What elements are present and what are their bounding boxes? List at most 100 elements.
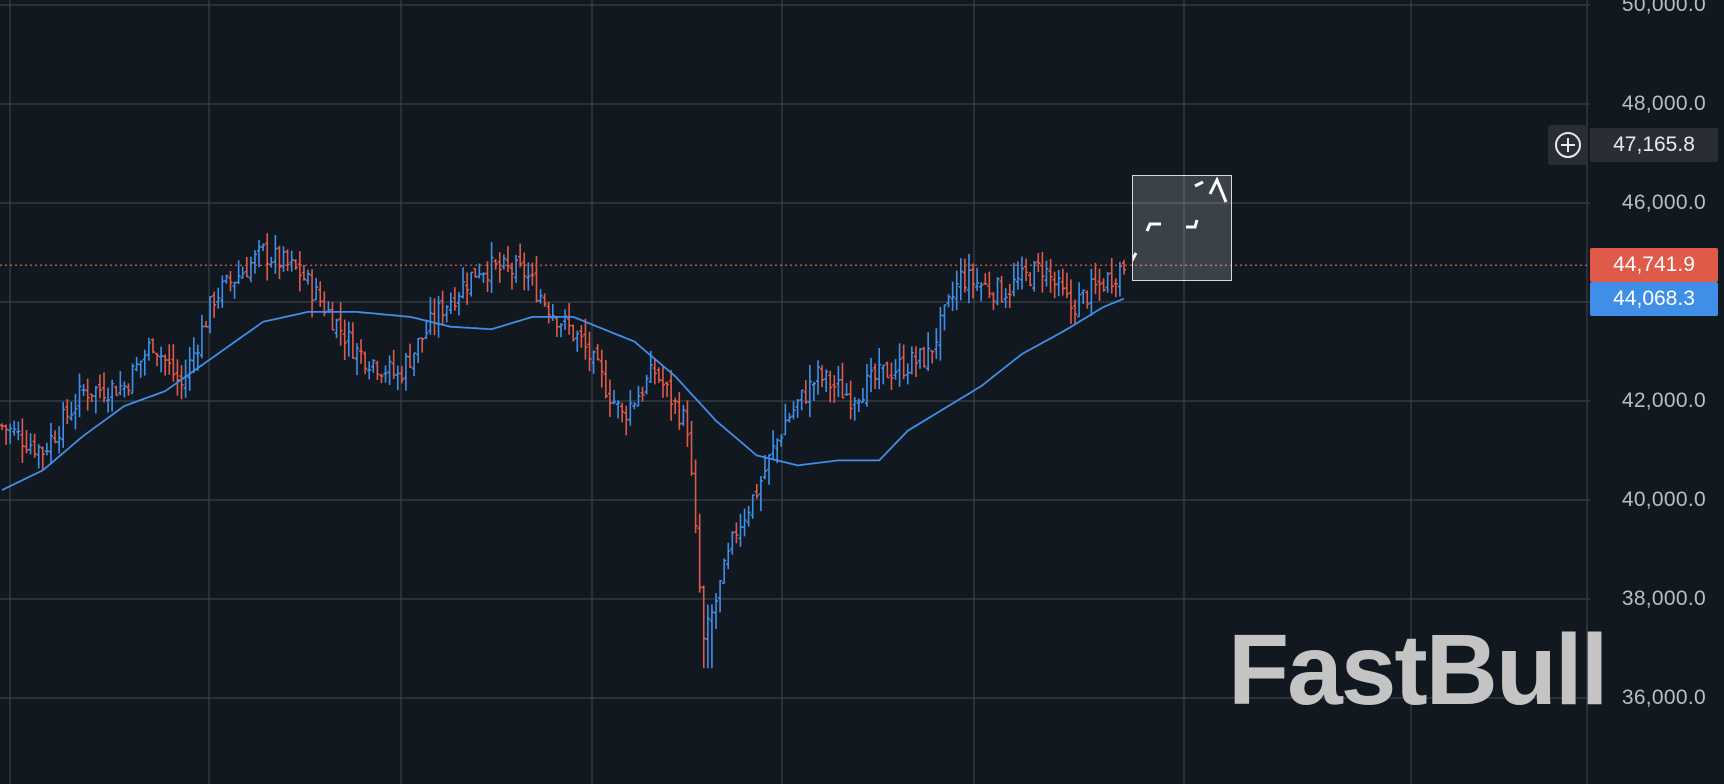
ohlc-bar [456, 291, 461, 316]
moving-average-line [1, 297, 1125, 491]
ohlc-bar [771, 430, 776, 460]
ohlc-bar [656, 367, 661, 384]
ohlc-bar [514, 254, 519, 283]
ohlc-bar [1105, 271, 1110, 293]
ohlc-bar [306, 269, 310, 285]
y-axis-tick-label: 42,000.0 [1621, 389, 1706, 412]
ohlc-bar [175, 359, 180, 396]
ohlc-bar [734, 522, 739, 544]
ohlc-bar [73, 393, 78, 430]
ohlc-bar [975, 267, 980, 291]
ohlc-bar [408, 343, 412, 368]
ohlc-bar [191, 337, 196, 374]
ohlc-bar [693, 459, 698, 534]
ohlc-bar [1122, 259, 1126, 275]
zoom-selection-box[interactable] [1126, 175, 1232, 281]
ohlc-bar [1060, 268, 1065, 296]
ohlc-bar [738, 513, 743, 547]
ohlc-bar [1097, 268, 1102, 301]
ohlc-bar [877, 348, 882, 390]
ohlc-bar [795, 398, 800, 418]
ohlc-bar [510, 262, 514, 290]
ohlc-bar [126, 383, 131, 396]
ohlc-bar [1040, 251, 1045, 293]
ohlc-bar [383, 365, 388, 383]
ohlc-bar [848, 380, 853, 420]
ohlc-bar [787, 412, 792, 423]
ohlc-bar [228, 271, 233, 292]
ohlc-bar [354, 343, 359, 376]
add-alert-button[interactable] [1548, 125, 1588, 166]
ohlc-bar [1044, 260, 1049, 287]
ohlc-bar [860, 387, 865, 404]
ohlc-bar [791, 401, 796, 420]
ohlc-bar [934, 328, 939, 360]
ohlc-bar [367, 361, 372, 380]
ohlc-bar [142, 349, 147, 376]
ohlc-bar [922, 346, 927, 368]
ohlc-bar [69, 401, 74, 421]
ohlc-bar [134, 356, 139, 372]
ohlc-bar [762, 454, 767, 480]
ohlc-bar [962, 258, 967, 293]
ohlc-bar [873, 363, 878, 389]
ohlc-bar [212, 291, 217, 318]
ohlc-bar [497, 252, 502, 283]
ohlc-bar [685, 400, 690, 447]
ohlc-bar [575, 330, 580, 352]
ohlc-bar [926, 332, 931, 371]
ohlc-bar [257, 240, 262, 268]
ohlc-bar [995, 277, 1000, 306]
ohlc-bar [828, 370, 833, 403]
ohlc-bar [950, 281, 955, 311]
ohlc-bar [318, 281, 323, 307]
ohlc-bar [775, 438, 780, 464]
ohlc-bar [187, 347, 192, 391]
ohlc-bar [489, 242, 494, 293]
ohlc-bar [983, 273, 988, 285]
ohlc-bar [991, 291, 996, 311]
ohlc-bar [346, 321, 351, 357]
ohlc-bar [416, 337, 421, 363]
ohlc-bar [428, 297, 433, 335]
ohlc-bar [758, 476, 763, 512]
ohlc-bar [660, 366, 665, 398]
ohlc-bar [204, 320, 208, 328]
ohlc-bar [448, 292, 453, 315]
ohlc-bar [265, 233, 270, 281]
ohlc-bar [722, 558, 727, 585]
ohlc-bar [130, 363, 135, 395]
ohlc-bar [987, 271, 992, 299]
ohlc-bar [550, 303, 555, 321]
ohlc-bar [583, 318, 588, 360]
ohlc-bar [546, 301, 551, 324]
ohlc-bar [110, 379, 115, 412]
ohlc-bar [155, 352, 160, 367]
ohlc-bar [1007, 283, 1012, 308]
ohlc-bar [440, 290, 445, 326]
ohlc-bar [942, 304, 947, 331]
ohlc-bar [742, 508, 747, 537]
ohlc-bar [881, 364, 886, 385]
ohlc-bar [505, 246, 510, 273]
ohlc-bar [591, 350, 596, 374]
ohlc-bar [106, 387, 111, 413]
ohlc-bar [538, 289, 543, 304]
ohlc-bar [420, 337, 425, 353]
ohlc-bar [199, 314, 204, 359]
ohlc-bar [522, 252, 527, 291]
ohlc-bar [673, 397, 678, 415]
ohlc-bar [893, 359, 898, 380]
ohlc-bar [269, 256, 274, 268]
ohlc-bar [579, 325, 584, 348]
ohlc-bar [118, 371, 123, 396]
ohlc-bar [146, 337, 151, 361]
ohlc-bar [1003, 288, 1008, 308]
ohlc-bar [816, 360, 820, 395]
ohlc-bar [424, 319, 429, 340]
ohlc-bar [469, 271, 474, 297]
ohlc-bar [701, 585, 706, 669]
ohlc-bar [297, 251, 302, 292]
